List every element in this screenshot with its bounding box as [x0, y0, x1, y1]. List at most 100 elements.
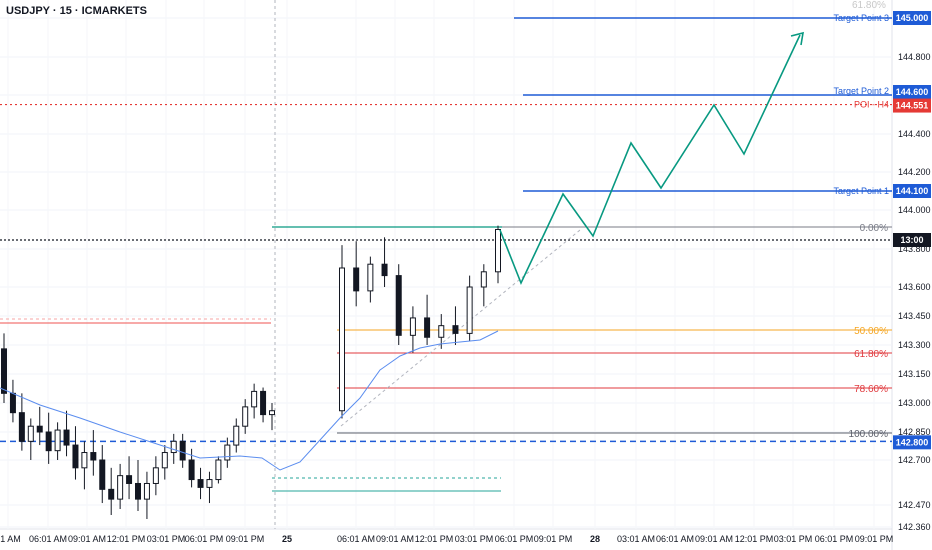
candle-body — [9, 392, 16, 414]
fib-level-label: 78.60% — [854, 384, 888, 395]
candle-body — [242, 406, 249, 427]
candle-body — [206, 479, 213, 488]
candle-body — [54, 429, 61, 452]
candle-body — [179, 440, 186, 461]
y-tick-label: 142.470 — [898, 500, 931, 510]
x-tick-label: 03:01 AM — [617, 534, 655, 544]
poi-h4-label: POI - H4 — [854, 100, 889, 110]
candle-body — [63, 429, 70, 446]
candle-body — [395, 275, 402, 336]
candle-body — [215, 459, 222, 481]
candle-body — [170, 440, 177, 454]
x-tick-label: 06:01 PM — [185, 534, 224, 544]
fibonacci-retracement[interactable]: 0.00% 50.00% 61.80% 78.60% 100.00% — [272, 223, 892, 440]
candle-body — [99, 459, 106, 490]
candle-body — [233, 425, 240, 446]
tag-target-3-bg — [893, 11, 931, 25]
candle-body — [117, 475, 124, 500]
x-tick-label: 12:01 PM — [415, 534, 454, 544]
candle-body — [424, 317, 431, 338]
x-tick-label: 12:01 PM — [735, 534, 774, 544]
y-tick-label: 143.150 — [898, 369, 931, 379]
ma-line — [0, 330, 499, 471]
fib-level-label: 61.80% — [854, 349, 888, 360]
x-tick-label: 06:01 PM — [815, 534, 854, 544]
candle-body — [108, 488, 115, 500]
x-tick-label: 09:01 PM — [855, 534, 894, 544]
candle-body — [224, 444, 231, 461]
x-tick-label: 06:01 AM — [656, 534, 694, 544]
candle-body — [27, 425, 34, 442]
x-tick-label: 09:01 PM — [226, 534, 265, 544]
projection-arrowhead — [790, 31, 804, 46]
x-tick-label: 06:01 AM — [29, 534, 67, 544]
fib-level-label: 0.00% — [860, 223, 888, 234]
y-tick-label: 142.360 — [898, 522, 931, 532]
tag-142800-bg — [893, 435, 931, 450]
x-tick-label: 09:01 AM — [376, 534, 414, 544]
candle-body — [251, 390, 258, 408]
y-tick-label: 144.400 — [898, 129, 931, 139]
candle-body — [188, 459, 195, 481]
x-tick-label: 03:01 PM — [147, 534, 186, 544]
x-tick-label: 03:01 PM — [774, 534, 813, 544]
x-tick-label: 12:01 PM — [107, 534, 146, 544]
tag-target-1: 144.100 — [896, 186, 929, 196]
y-tick-label: 143.450 — [898, 311, 931, 321]
candle-body — [161, 452, 168, 469]
x-tick-label: 01 AM — [0, 534, 21, 544]
candle-body — [72, 444, 79, 469]
tag-target-1-bg — [893, 184, 931, 198]
candle-body — [480, 271, 487, 288]
tag-current-time-bg — [893, 233, 931, 247]
candle-body — [143, 482, 150, 500]
x-tick-label: 09:01 AM — [695, 534, 733, 544]
candle-body — [452, 325, 459, 334]
candle-body — [381, 263, 388, 277]
x-tick-label: 09:01 PM — [534, 534, 573, 544]
tag-current-time: 13:00 — [900, 235, 923, 245]
price-tags: 145.000 144.600 144.551 144.100 142.800 13:00 — [893, 11, 931, 450]
y-tick-label: 144.200 — [898, 167, 931, 177]
x-tick-label: 28 — [590, 534, 600, 544]
moving-average — [0, 330, 499, 471]
candle-body — [126, 475, 133, 484]
projection-line — [499, 34, 801, 286]
candle-body — [260, 390, 267, 416]
target-point-1-label: Target Point 1 — [833, 186, 889, 196]
candle-body — [36, 425, 43, 433]
y-tick-label: 142.700 — [898, 455, 931, 465]
fib-level-label: 100.00% — [849, 429, 889, 440]
candle-body — [18, 412, 25, 442]
tag-142800: 142.800 — [896, 437, 929, 447]
candle-body — [269, 410, 275, 416]
candle-body — [152, 467, 159, 484]
price-scale[interactable] — [892, 0, 932, 550]
y-tick-label: 144.800 — [898, 52, 931, 62]
y-tick-label: 144.000 — [898, 205, 931, 215]
tag-poi-h4: 144.551 — [896, 101, 929, 111]
candle-body — [45, 431, 52, 452]
candle-body — [339, 267, 345, 412]
candle-body — [353, 267, 360, 292]
tag-target-3: 145.000 — [896, 13, 929, 23]
tag-poi-h4-bg — [893, 98, 931, 113]
price-levels: Target Point 3 Target Point 2 POI - H4 Targ… — [0, 13, 892, 492]
candle-body — [495, 229, 501, 273]
tag-target-2-bg — [893, 85, 931, 99]
candle-body — [367, 263, 374, 292]
target-point-3-label: Target Point 3 — [833, 13, 889, 23]
candle-body — [81, 452, 88, 469]
candle-body — [135, 482, 141, 500]
fib-level-label: 50.00% — [854, 326, 888, 337]
x-tick-label: 09:01 AM — [68, 534, 106, 544]
y-tick-label: 143.000 — [898, 398, 931, 408]
fib-top-label: 61.80% — [852, 0, 886, 11]
projection-path[interactable] — [499, 31, 804, 286]
candle-body — [1, 348, 7, 394]
candle-body — [466, 286, 473, 334]
candle-body — [438, 325, 445, 338]
